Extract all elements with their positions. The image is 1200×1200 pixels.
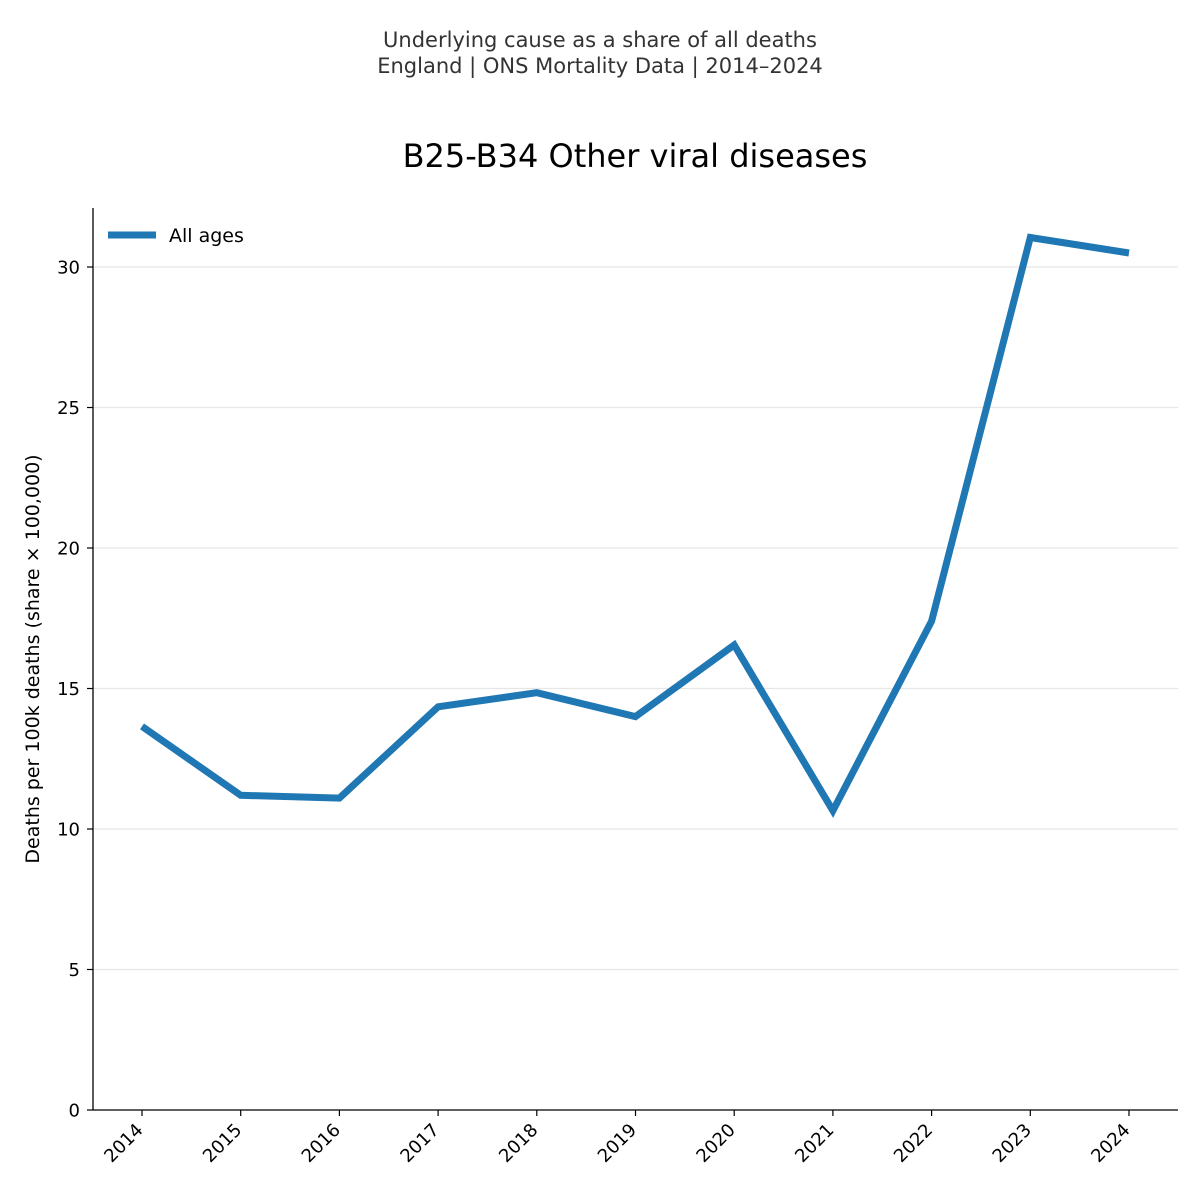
y-axis-ticks: 0 5 10 15 20 25 30 [57, 258, 93, 1122]
x-axis-ticks: 2014 2015 2016 2017 2018 2019 2020 2021 2022 2023… [100, 1110, 1135, 1167]
x-tick-label-2020: 2020 [692, 1120, 739, 1167]
y-axis-label: Deaths per 100k deaths (share × 100,000) [22, 454, 44, 863]
y-tick-label-0: 0 [69, 1101, 80, 1122]
x-tick-label-2015: 2015 [199, 1120, 246, 1167]
y-tick-label-25: 25 [57, 398, 80, 419]
y-tick-label-20: 20 [57, 539, 80, 560]
series-line-0 [139, 233, 1130, 818]
chart-title: B25-B34 Other viral diseases [403, 137, 868, 175]
x-tick-label-2019: 2019 [594, 1120, 641, 1167]
x-tick-label-2023: 2023 [989, 1120, 1036, 1167]
x-tick-label-2022: 2022 [890, 1120, 937, 1167]
x-tick-label-2017: 2017 [396, 1120, 443, 1167]
gridlines [93, 266, 1178, 971]
suptitle-line-2: England | ONS Mortality Data | 2014–2024 [377, 54, 823, 79]
x-tick-label-2021: 2021 [791, 1120, 838, 1167]
y-tick-label-30: 30 [57, 258, 80, 279]
legend-label-all-ages: All ages [169, 225, 244, 247]
legend: All ages [108, 225, 244, 247]
series-group [139, 233, 1130, 818]
x-tick-label-2024: 2024 [1087, 1120, 1134, 1167]
y-tick-label-5: 5 [69, 960, 80, 981]
x-tick-label-2014: 2014 [100, 1120, 147, 1167]
y-tick-label-15: 15 [57, 679, 80, 700]
y-tick-label-10: 10 [57, 820, 80, 841]
x-tick-label-2016: 2016 [298, 1120, 345, 1167]
x-tick-label-2018: 2018 [495, 1120, 542, 1167]
suptitle-line-1: Underlying cause as a share of all death… [383, 28, 817, 52]
